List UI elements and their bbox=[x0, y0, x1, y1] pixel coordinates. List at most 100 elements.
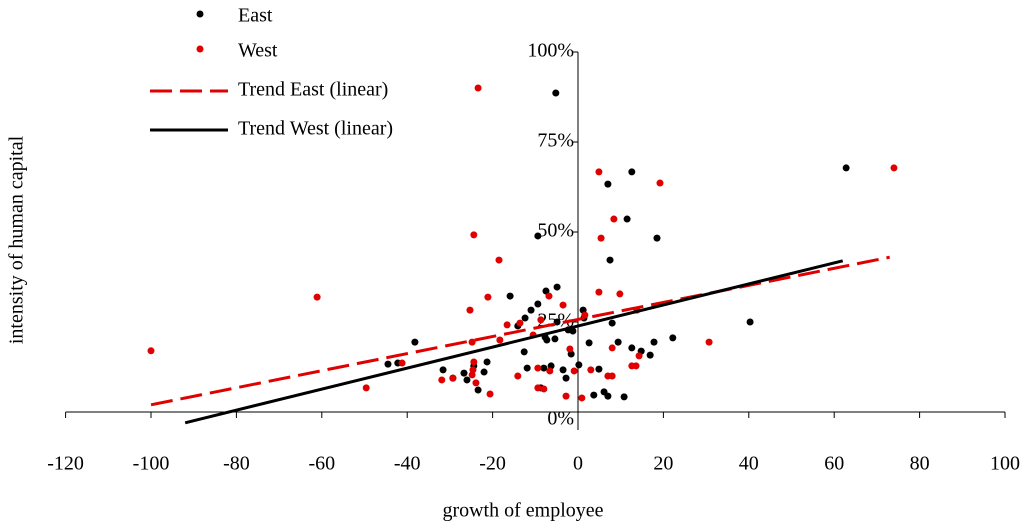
point bbox=[495, 256, 503, 264]
point bbox=[606, 256, 614, 264]
point bbox=[705, 338, 713, 346]
point bbox=[474, 84, 482, 92]
point bbox=[650, 338, 658, 346]
point bbox=[411, 338, 419, 346]
point bbox=[545, 292, 553, 300]
point bbox=[842, 164, 850, 172]
point bbox=[890, 164, 898, 172]
point bbox=[516, 319, 524, 327]
point bbox=[604, 180, 612, 188]
legend-marker bbox=[196, 45, 204, 53]
point bbox=[534, 384, 542, 392]
point bbox=[483, 358, 491, 366]
point bbox=[656, 179, 664, 187]
point bbox=[438, 376, 446, 384]
point bbox=[595, 288, 603, 296]
point bbox=[623, 215, 631, 223]
legend-label: Trend East (linear) bbox=[238, 79, 388, 101]
legend-marker bbox=[196, 10, 204, 18]
point bbox=[595, 168, 603, 176]
x-tick-label: -40 bbox=[394, 453, 421, 475]
trend-line bbox=[184, 259, 844, 425]
point bbox=[463, 376, 471, 384]
point bbox=[534, 232, 542, 240]
point bbox=[578, 394, 586, 402]
point bbox=[562, 392, 570, 400]
point bbox=[552, 89, 560, 97]
point bbox=[460, 369, 468, 377]
point bbox=[559, 301, 567, 309]
legend-label: West bbox=[238, 40, 278, 62]
point bbox=[472, 379, 480, 387]
point bbox=[537, 316, 545, 324]
point bbox=[604, 372, 612, 380]
point bbox=[646, 351, 654, 359]
point bbox=[585, 339, 593, 347]
point bbox=[608, 319, 616, 327]
point bbox=[608, 344, 616, 352]
x-tick-label: 20 bbox=[653, 453, 673, 475]
point bbox=[527, 306, 535, 314]
point bbox=[610, 215, 618, 223]
point bbox=[587, 366, 595, 374]
x-axis-label: growth of employee bbox=[442, 500, 603, 522]
point bbox=[604, 392, 612, 400]
point bbox=[439, 366, 447, 374]
point bbox=[398, 359, 406, 367]
point bbox=[546, 367, 554, 375]
point bbox=[362, 384, 370, 392]
point bbox=[540, 385, 548, 393]
point bbox=[653, 234, 661, 242]
point bbox=[496, 336, 504, 344]
point bbox=[540, 364, 548, 372]
trend-line bbox=[150, 255, 891, 407]
point bbox=[542, 287, 550, 295]
point bbox=[466, 306, 474, 314]
point bbox=[581, 311, 589, 319]
point bbox=[534, 300, 542, 308]
point bbox=[620, 393, 628, 401]
point bbox=[147, 347, 155, 355]
y-tick-label: 50% bbox=[537, 220, 574, 242]
y-tick-label: 0% bbox=[547, 408, 574, 430]
y-tick-label: 100% bbox=[527, 40, 574, 62]
point bbox=[486, 390, 494, 398]
point bbox=[480, 368, 488, 376]
point bbox=[628, 168, 636, 176]
point bbox=[468, 371, 476, 379]
y-tick-label: 75% bbox=[537, 130, 574, 152]
x-tick-label: -20 bbox=[479, 453, 506, 475]
point bbox=[520, 348, 528, 356]
x-tick-label: 40 bbox=[739, 453, 759, 475]
x-tick-label: 60 bbox=[824, 453, 844, 475]
point bbox=[484, 293, 492, 301]
point bbox=[503, 321, 511, 329]
point bbox=[470, 358, 478, 366]
point bbox=[669, 334, 677, 342]
point bbox=[313, 293, 321, 301]
point bbox=[521, 314, 529, 322]
point bbox=[523, 364, 531, 372]
point bbox=[559, 366, 567, 374]
point bbox=[562, 374, 570, 382]
point bbox=[616, 290, 624, 298]
legend-label: Trend West (linear) bbox=[238, 118, 393, 140]
point bbox=[575, 361, 583, 369]
point bbox=[553, 318, 561, 326]
x-tick-label: -80 bbox=[223, 453, 250, 475]
legend-label: East bbox=[238, 5, 273, 27]
point bbox=[470, 231, 478, 239]
point bbox=[570, 367, 578, 375]
x-tick-label: 100 bbox=[990, 453, 1020, 475]
point bbox=[514, 372, 522, 380]
x-tick-label: -120 bbox=[47, 453, 84, 475]
y-axis-label: intensity of human capital bbox=[6, 135, 28, 344]
point bbox=[628, 344, 636, 352]
point bbox=[590, 391, 598, 399]
point bbox=[614, 338, 622, 346]
x-tick-label: 80 bbox=[910, 453, 930, 475]
point bbox=[566, 345, 574, 353]
point bbox=[553, 283, 561, 291]
